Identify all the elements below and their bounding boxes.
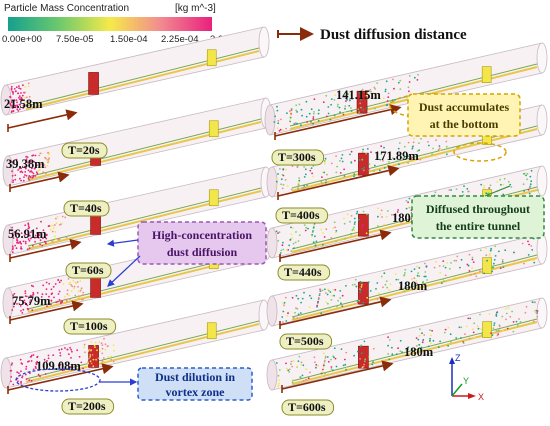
- distance-arrow-6: [277, 165, 400, 197]
- time-pill-4: [61, 398, 115, 415]
- time-label-6: T=400s: [282, 208, 320, 222]
- panel-labels: 21.58m T=20s 39.38m T=40s 56.91m T=60s 75.79m T…: [4, 88, 434, 416]
- time-label-7: T=440s: [284, 265, 322, 279]
- distance-arrow-2: [9, 238, 82, 259]
- distance-arrow-4: [7, 363, 114, 391]
- time-label-3: T=100s: [70, 319, 108, 333]
- time-label-8: T=500s: [286, 334, 324, 348]
- distance-label-8: 180m: [398, 279, 428, 293]
- distance-arrow-0: [7, 109, 78, 129]
- time-pill-9: [281, 399, 335, 416]
- tunnel-panel-8: [266, 233, 548, 329]
- distance-label-6: 171.89m: [374, 149, 419, 163]
- callout-high-line1: High-concentration: [152, 228, 252, 242]
- distance-label-2: 56.91m: [8, 227, 47, 241]
- axis-triad: Z Y X: [449, 353, 484, 402]
- time-label-4: T=200s: [68, 399, 106, 413]
- distance-arrow-1: [9, 171, 70, 189]
- callout-dilution-line1: Dust dilution in: [155, 370, 235, 384]
- time-pill-3: [63, 318, 117, 335]
- time-label-5: T=300s: [278, 150, 316, 164]
- distance-label-0: 21.58m: [4, 97, 43, 111]
- time-pill-0: [61, 142, 108, 159]
- callout-accum-line2: at the bottom: [430, 117, 499, 131]
- time-label-2: T=60s: [72, 263, 104, 277]
- distance-arrow-9: [281, 360, 394, 390]
- time-label-0: T=20s: [68, 143, 100, 157]
- tunnel-panel-4: [0, 299, 270, 394]
- time-pill-6: [275, 207, 329, 224]
- callout-high-line2: dust diffusion: [167, 245, 238, 259]
- callout-diffused: Diffused throughout the entire tunnel: [411, 185, 545, 239]
- distance-label-1: 39.38m: [6, 157, 45, 171]
- time-label-1: T=40s: [70, 201, 102, 215]
- legend-tick-1: 7.50e-05: [56, 34, 94, 45]
- distance-arrow-8: [279, 296, 392, 326]
- callout-accum-line1: Dust accumulates: [419, 100, 510, 114]
- axis-z-label: Z: [455, 353, 461, 363]
- legend-tick-3: 2.25e-04: [161, 34, 199, 45]
- distance-arrow-7: [279, 229, 392, 259]
- time-pill-2: [65, 262, 112, 279]
- legend-title: Particle Mass Concentration: [4, 3, 129, 14]
- callout-high-concentration: High-concentration dust diffusion: [106, 221, 267, 287]
- distance-label-4: 109.08m: [36, 359, 81, 373]
- legend-tick-0: 0.00e+00: [2, 34, 42, 45]
- callout-dust-accumulates: Dust accumulates at the bottom: [389, 93, 521, 162]
- time-pill-7: [277, 264, 331, 281]
- axis-x-label: X: [478, 392, 484, 402]
- callout-dust-dilution: Dust dilution in vortex zone: [15, 367, 253, 401]
- tunnel-panel-2: [2, 166, 272, 262]
- legend-tick-2: 1.50e-04: [110, 34, 148, 45]
- distance-label-9: 180m: [404, 345, 434, 359]
- time-pill-1: [63, 200, 110, 217]
- time-pill-5: [271, 149, 325, 166]
- legend-unit: [kg m^-3]: [175, 3, 216, 14]
- distance-arrow-5: [274, 104, 402, 137]
- callout-diffused-line1: Diffused throughout: [426, 202, 530, 216]
- header-legend-text: Dust diffusion distance: [320, 27, 467, 43]
- tunnel-panels: [0, 26, 548, 394]
- color-bar: [8, 17, 212, 31]
- time-label-9: T=600s: [288, 400, 326, 414]
- callout-dilution-line2: vortex zone: [166, 385, 226, 399]
- axis-y-label: Y: [463, 376, 469, 386]
- distance-arrow-3: [9, 300, 84, 321]
- distance-label-3: 75.79m: [12, 294, 51, 308]
- tunnel-panel-0: [0, 26, 270, 132]
- tunnel-panel-9: [266, 297, 548, 393]
- callout-diffused-line2: the entire tunnel: [436, 219, 521, 233]
- distance-label-5: 141.15m: [336, 88, 381, 102]
- time-pill-8: [279, 333, 333, 350]
